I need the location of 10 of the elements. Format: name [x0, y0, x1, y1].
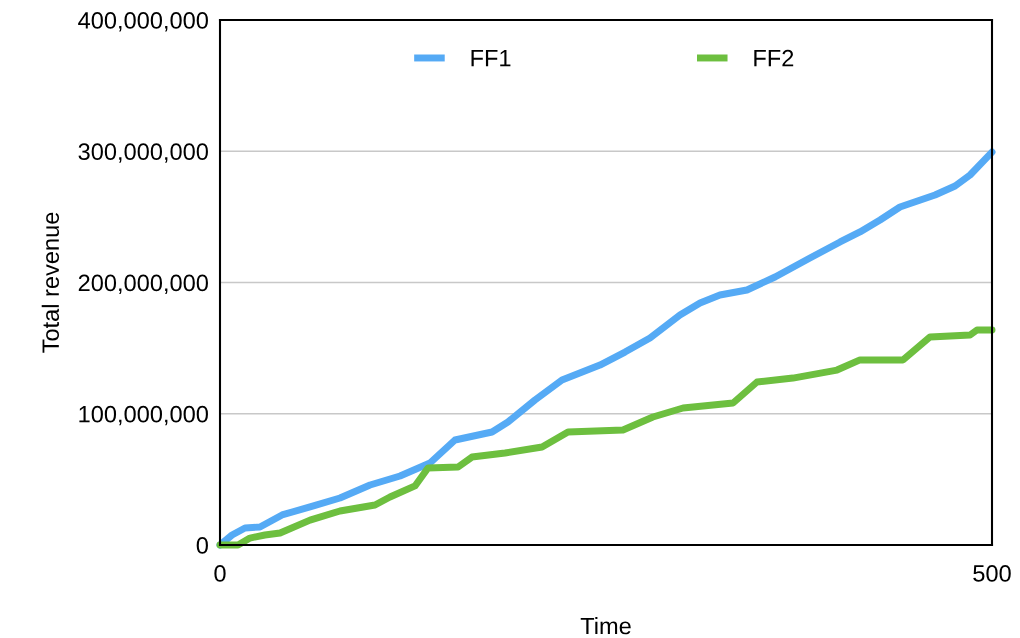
y-tick-label: 200,000,000	[78, 274, 208, 295]
x-tick-label: 500	[973, 565, 1011, 582]
y-tick-label: 300,000,000	[78, 143, 208, 163]
x-axis-title: Time	[580, 617, 631, 635]
y-tick-label: 400,000,000	[78, 12, 208, 32]
y-tick-label: 100,000,000	[79, 405, 208, 426]
legend-label: FF1	[471, 49, 511, 67]
y-axis-title: Total revenue	[41, 212, 60, 353]
y-tick-label: 0	[196, 537, 208, 554]
legend-label: FF2	[754, 49, 794, 67]
